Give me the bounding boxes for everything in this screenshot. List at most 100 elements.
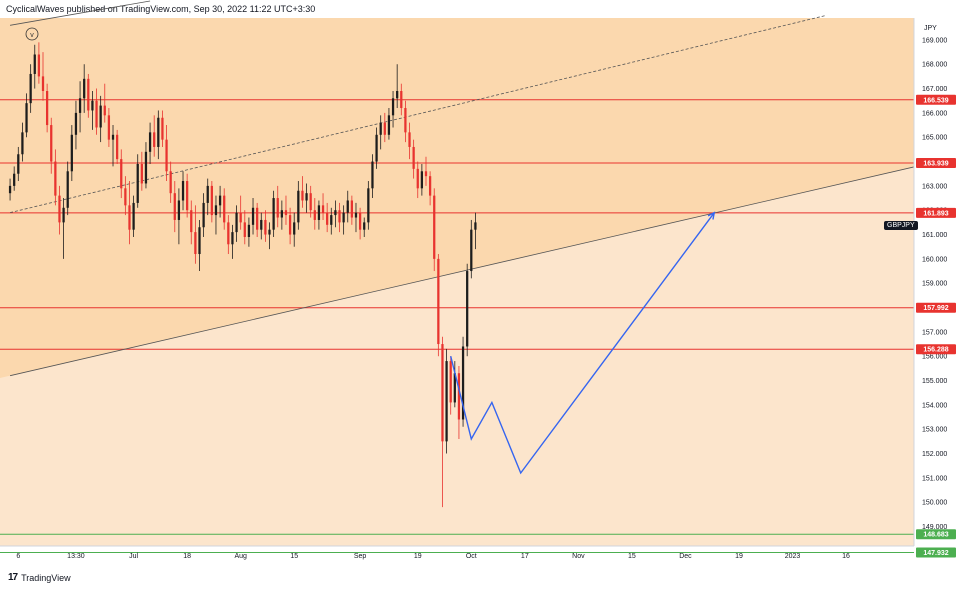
candle-body bbox=[387, 115, 391, 135]
candle-body bbox=[313, 210, 316, 220]
candle-body bbox=[132, 202, 135, 230]
candle-body bbox=[177, 200, 181, 220]
x-tick-label: 6 bbox=[16, 553, 20, 560]
candle-body bbox=[346, 200, 349, 213]
zone-upper bbox=[0, 18, 914, 379]
candle-body bbox=[461, 346, 465, 420]
level-badge-163.939 bbox=[916, 158, 956, 169]
candle-body bbox=[169, 171, 172, 194]
x-tick-label: 18 bbox=[183, 553, 191, 560]
y-tick-label: 152.000 bbox=[922, 451, 947, 458]
tradingview-logo-icon: 17 bbox=[8, 572, 18, 583]
candle-body bbox=[354, 212, 358, 218]
candle-body bbox=[115, 134, 119, 160]
candle-body bbox=[391, 98, 395, 116]
candle-body bbox=[218, 195, 222, 206]
candle-body bbox=[272, 198, 275, 230]
x-tick-label: Oct bbox=[466, 553, 477, 560]
candle-body bbox=[140, 163, 143, 184]
candle-body bbox=[62, 207, 65, 223]
candle-body bbox=[350, 200, 354, 218]
candle-body bbox=[437, 258, 440, 345]
level-badge-148.683 bbox=[916, 529, 956, 540]
x-tick-label: Aug bbox=[234, 553, 247, 560]
y-tick-label: 165.000 bbox=[922, 135, 947, 142]
candle-body bbox=[70, 134, 73, 172]
candle-body bbox=[268, 229, 271, 235]
candle-body bbox=[37, 54, 41, 77]
trendline-lower-channel bbox=[9, 166, 917, 377]
candle-body bbox=[45, 90, 49, 126]
level-badge-text-156.288: 156.288 bbox=[923, 347, 948, 354]
candle-body bbox=[111, 134, 115, 140]
candle-body bbox=[251, 207, 255, 225]
candle-body bbox=[367, 188, 370, 223]
candle-body bbox=[358, 212, 362, 230]
candle-body bbox=[120, 159, 123, 189]
projection bbox=[450, 211, 716, 475]
candle-body bbox=[41, 76, 45, 91]
y-tick-label: 150.000 bbox=[922, 500, 947, 507]
candle-body bbox=[103, 105, 106, 116]
y-tick-label: 155.000 bbox=[922, 378, 947, 385]
candle-body bbox=[13, 173, 16, 186]
candle-body bbox=[165, 139, 168, 172]
x-tick-label: 16 bbox=[842, 553, 850, 560]
candle-body bbox=[17, 154, 20, 174]
candle-body bbox=[428, 176, 432, 196]
candle-body bbox=[29, 73, 32, 104]
candle-body bbox=[445, 361, 448, 442]
footer-brand: 17 TradingView bbox=[8, 572, 71, 583]
candle-body bbox=[247, 224, 251, 237]
candle-body bbox=[293, 222, 296, 235]
level-badge-text-147.932: 147.932 bbox=[923, 550, 948, 557]
candle-body bbox=[231, 232, 234, 245]
candle-body bbox=[371, 161, 374, 189]
level-badge-text-166.539: 166.539 bbox=[923, 97, 948, 104]
candle-body bbox=[148, 132, 152, 152]
candle-body bbox=[198, 227, 201, 255]
candle-body bbox=[280, 210, 283, 218]
candle-body bbox=[87, 78, 90, 111]
candle-body bbox=[321, 205, 325, 213]
x-tick-label: 2023 bbox=[785, 553, 801, 560]
price-axis: 169.000168.000167.000166.000165.000164.0… bbox=[922, 37, 947, 531]
candle-body bbox=[284, 210, 288, 216]
candle-body bbox=[173, 193, 176, 220]
price-axis-bg bbox=[914, 18, 960, 546]
candle-body bbox=[317, 205, 321, 220]
candle-body bbox=[383, 122, 386, 135]
level-badge-157.992 bbox=[916, 302, 956, 313]
candle-body bbox=[453, 373, 456, 403]
candle-body bbox=[264, 219, 267, 235]
x-tick-label: 13:30 bbox=[67, 553, 85, 560]
level-badge-text-157.992: 157.992 bbox=[923, 305, 948, 312]
candle-body bbox=[8, 185, 12, 194]
candle-body bbox=[128, 205, 131, 230]
candle-body bbox=[400, 90, 403, 109]
candle-body bbox=[260, 219, 263, 230]
y-tick-label: 161.000 bbox=[922, 232, 947, 239]
wave-marker-label: v bbox=[30, 32, 34, 39]
candle-body bbox=[256, 207, 259, 230]
candle-body bbox=[83, 78, 86, 99]
candle-body bbox=[58, 195, 61, 223]
candle-body bbox=[420, 171, 424, 189]
candle-body bbox=[186, 181, 189, 211]
trendlines bbox=[9, 0, 917, 377]
candle-body bbox=[181, 181, 185, 201]
candle-body bbox=[33, 54, 36, 74]
level-badge-161.893 bbox=[916, 207, 956, 218]
candle-body bbox=[416, 168, 419, 189]
y-tick-label: 149.000 bbox=[922, 524, 947, 531]
symbol-tag: GBPJPY bbox=[884, 221, 918, 230]
x-tick-label: 15 bbox=[290, 553, 298, 560]
y-tick-label: 153.000 bbox=[922, 427, 947, 434]
candle-body bbox=[334, 210, 337, 216]
candle-body bbox=[235, 212, 238, 233]
projection-path bbox=[450, 212, 715, 475]
brand-name: TradingView bbox=[21, 572, 71, 583]
candle-body bbox=[305, 193, 308, 201]
candle-body bbox=[50, 125, 53, 162]
